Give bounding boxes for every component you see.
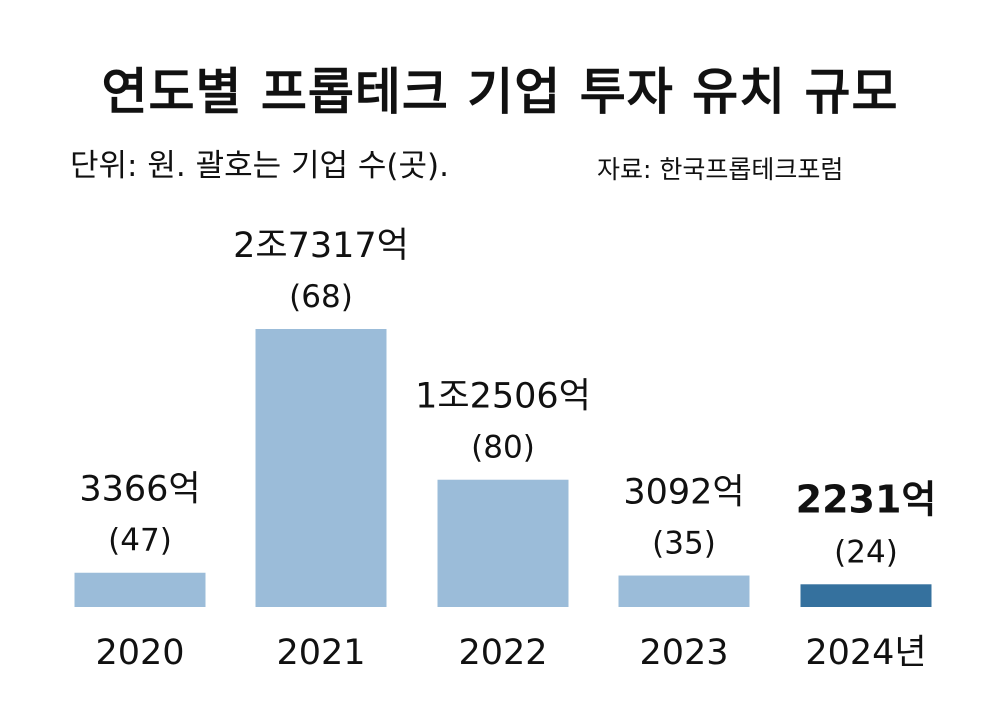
value-label: 3092억 xyxy=(623,473,744,513)
chart-subtitle: 단위: 원. 괄호는 기업 수(곳). xyxy=(70,148,449,184)
chart-title: 연도별 프롭테크 기업 투자 유치 규모 xyxy=(101,63,899,121)
bar-2020 xyxy=(74,572,206,607)
bar-2024년 xyxy=(800,584,932,607)
x-tick-label: 2020 xyxy=(95,633,184,673)
value-label: 2231억 xyxy=(796,477,937,521)
bar-2022 xyxy=(437,479,569,607)
value-label: 1조2506억 xyxy=(415,377,591,417)
x-tick-label: 2021 xyxy=(276,633,365,673)
x-tick-label: 2024년 xyxy=(805,633,926,673)
count-label: (68) xyxy=(289,279,353,315)
bar-2021 xyxy=(255,329,387,607)
value-label: 2조7317억 xyxy=(233,226,409,266)
value-label: 3366억 xyxy=(79,470,200,510)
count-label: (47) xyxy=(108,523,172,559)
count-label: (35) xyxy=(652,526,716,562)
count-label: (24) xyxy=(834,534,898,570)
x-tick-label: 2022 xyxy=(458,633,547,673)
bar-2023 xyxy=(618,575,750,607)
chart-source: 자료: 한국프롭테크포럼 xyxy=(597,155,844,184)
x-tick-label: 2023 xyxy=(639,633,728,673)
count-label: (80) xyxy=(471,430,535,466)
